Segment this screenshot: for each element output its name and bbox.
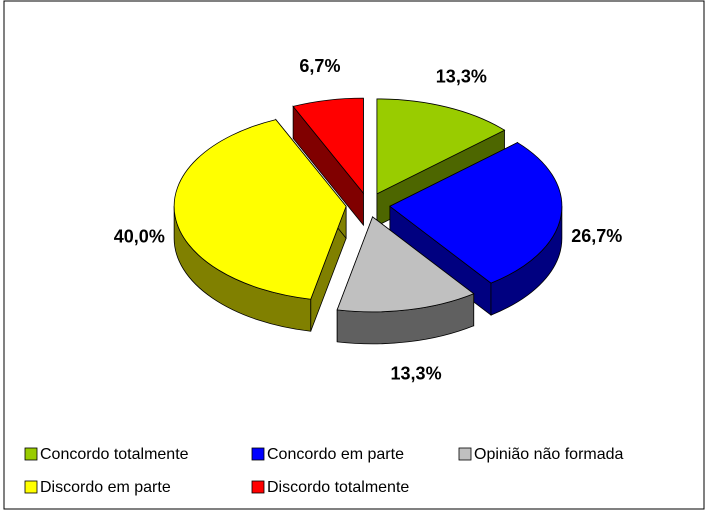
- chart-border: [3, 0, 705, 510]
- legend-label: Concordo em parte: [267, 446, 404, 463]
- legend-label: Discordo totalmente: [267, 479, 409, 496]
- legend-swatch: [24, 447, 38, 461]
- data-label: 40,0%: [114, 226, 165, 246]
- slice: [389, 142, 563, 284]
- legend-swatch: [24, 480, 38, 494]
- legend-label: Concordo totalmente: [40, 446, 189, 463]
- legend-swatch: [458, 447, 472, 461]
- legend-swatch: [251, 480, 265, 494]
- data-label: 6,7%: [299, 56, 340, 76]
- slice: [376, 98, 506, 195]
- legend-swatch: [251, 447, 265, 461]
- slice: [336, 216, 475, 313]
- data-label: 13,3%: [391, 363, 442, 383]
- data-label: 13,3%: [436, 66, 487, 86]
- data-label: 26,7%: [571, 226, 622, 246]
- slice: [173, 119, 347, 300]
- legend-label: Opinião não formada: [474, 446, 624, 463]
- legend-label: Discordo em parte: [40, 479, 171, 496]
- slice: [292, 97, 364, 195]
